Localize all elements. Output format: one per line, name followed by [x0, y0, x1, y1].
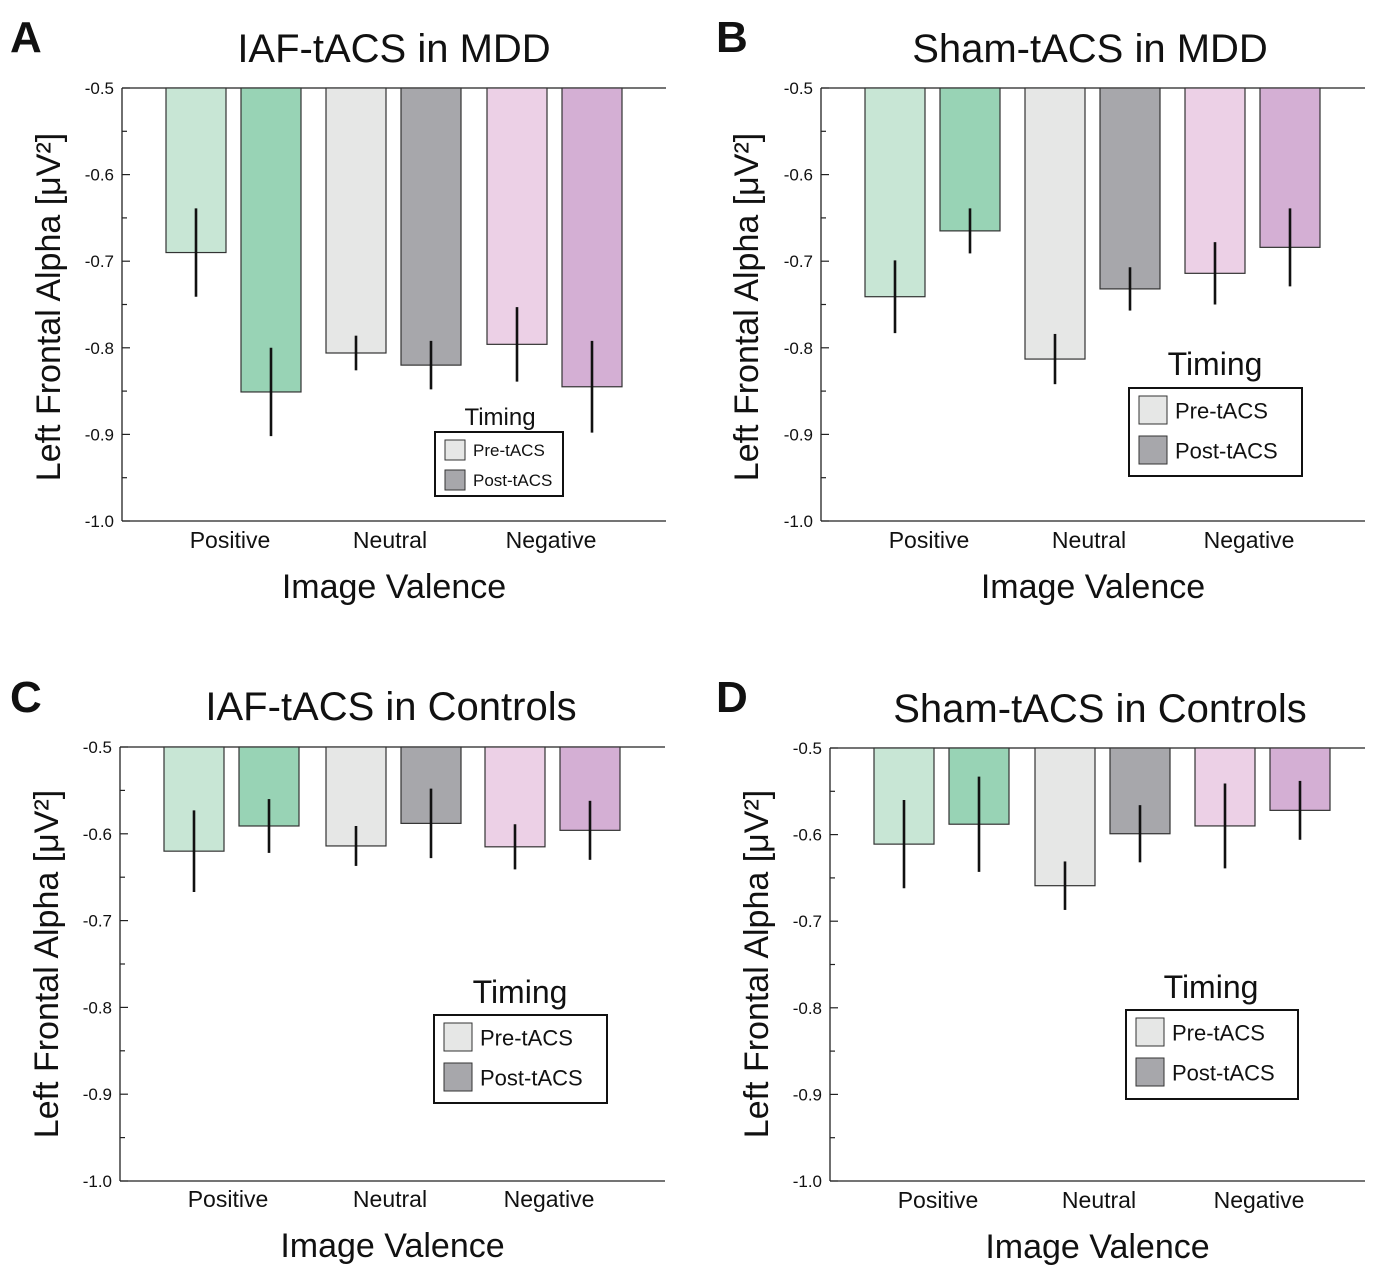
legend-entry: Post-tACS: [480, 1065, 583, 1090]
panel-label: D: [716, 673, 748, 722]
y-tick-label: -0.6: [784, 166, 813, 185]
y-axis-label: Left Frontal Alpha [μV²]: [738, 790, 776, 1138]
chart-title: IAF-tACS in Controls: [205, 685, 576, 729]
y-tick-label: -0.6: [85, 166, 114, 185]
y-tick-label: -0.6: [793, 826, 822, 845]
chart-title: Sham-tACS in Controls: [893, 687, 1306, 731]
bar-neutral-pre: [1024, 87, 1086, 360]
y-tick-label: -0.6: [83, 825, 112, 844]
y-axis-label: Left Frontal Alpha [μV²]: [30, 133, 68, 481]
chart-title: IAF-tACS in MDD: [237, 27, 550, 71]
legend-entry: Pre-tACS: [1172, 1020, 1265, 1045]
y-tick-label: -0.9: [83, 1085, 112, 1104]
category-label: Neutral: [1052, 527, 1126, 553]
y-tick-label: -0.5: [85, 79, 114, 98]
y-axis-label: Left Frontal Alpha [μV²]: [28, 790, 66, 1138]
legend-entry: Pre-tACS: [473, 441, 545, 460]
y-tick-label: -0.5: [793, 739, 822, 758]
panel-label: C: [10, 673, 42, 722]
y-tick-label: -0.7: [793, 912, 822, 931]
panel-label: A: [10, 13, 42, 62]
y-tick-label: -0.7: [83, 912, 112, 931]
y-tick-label: -1.0: [793, 1172, 822, 1191]
legend-swatch: [444, 439, 466, 461]
legend-swatch: [1138, 395, 1168, 425]
bar-neutral-pre: [325, 87, 387, 354]
y-tick-label: -0.9: [85, 425, 114, 444]
bar-positive-post: [240, 87, 302, 393]
legend-title: Timing: [473, 974, 568, 1010]
legend-entry: Post-tACS: [1172, 1060, 1275, 1085]
category-label: Neutral: [353, 527, 427, 553]
bar-negative-pre: [486, 87, 548, 345]
y-tick-label: -0.5: [83, 738, 112, 757]
category-label: Positive: [898, 1187, 979, 1213]
bar-negative-post: [561, 87, 623, 388]
category-label: Neutral: [353, 1186, 427, 1212]
panel-c: C IAF-tACS in Controls -0.5 -0.6 -0.7 -0.8 -0.…: [10, 673, 665, 1265]
x-axis-label: Image Valence: [282, 568, 506, 606]
legend-swatch: [1135, 1017, 1165, 1047]
legend-swatch: [1135, 1057, 1165, 1087]
category-label: Neutral: [1062, 1187, 1136, 1213]
panel-d: D Sham-tACS in Controls -0.5 -0.6 -0.7 -0.8 -0…: [716, 673, 1365, 1266]
y-tick-label: -0.8: [85, 339, 114, 358]
category-label: Negative: [1204, 527, 1295, 553]
y-axis-label: Left Frontal Alpha [μV²]: [728, 133, 766, 481]
category-label: Negative: [504, 1186, 595, 1212]
y-tick-label: -1.0: [83, 1172, 112, 1191]
y-tick-label: -1.0: [85, 512, 114, 531]
y-tick-label: -0.5: [784, 79, 813, 98]
legend-title: Timing: [464, 404, 535, 431]
panel-label: B: [716, 13, 748, 62]
category-label: Negative: [506, 527, 597, 553]
category-label: Negative: [1214, 1187, 1305, 1213]
bar-neutral-post: [1099, 87, 1161, 290]
panel-a: A IAF-tACS in MDD -0.5 -0.6 -0.7 -0.8 -0.9 -1.0…: [10, 13, 666, 606]
y-tick-label: -0.7: [784, 252, 813, 271]
y-tick-label: -1.0: [784, 512, 813, 531]
legend-swatch: [443, 1022, 473, 1052]
x-axis-label: Image Valence: [280, 1227, 504, 1265]
bar-neutral-post: [400, 87, 462, 366]
y-tick-label: -0.8: [83, 998, 112, 1017]
category-label: Positive: [889, 527, 970, 553]
legend-swatch: [444, 469, 466, 491]
legend-swatch: [443, 1062, 473, 1092]
y-tick-label: -0.9: [784, 425, 813, 444]
category-label: Positive: [188, 1186, 269, 1212]
y-tick-label: -0.9: [793, 1085, 822, 1104]
category-label: Positive: [190, 527, 271, 553]
x-axis-label: Image Valence: [985, 1228, 1209, 1266]
chart-title: Sham-tACS in MDD: [912, 27, 1268, 71]
legend-entry: Post-tACS: [1175, 438, 1278, 463]
legend-entry: Post-tACS: [473, 471, 552, 490]
legend-title: Timing: [1168, 346, 1263, 382]
panel-b: B Sham-tACS in MDD -0.5 -0.6 -0.7 -0.8 -0.9 -1.…: [716, 13, 1365, 606]
legend-entry: Pre-tACS: [480, 1025, 573, 1050]
x-axis-label: Image Valence: [981, 568, 1205, 606]
y-tick-label: -0.7: [85, 252, 114, 271]
legend-swatch: [1138, 435, 1168, 465]
y-tick-label: -0.8: [793, 999, 822, 1018]
legend-entry: Pre-tACS: [1175, 398, 1268, 423]
bar-positive-pre: [864, 87, 926, 298]
legend-title: Timing: [1164, 969, 1259, 1005]
bar-positive-post: [939, 87, 1001, 232]
y-tick-label: -0.8: [784, 339, 813, 358]
